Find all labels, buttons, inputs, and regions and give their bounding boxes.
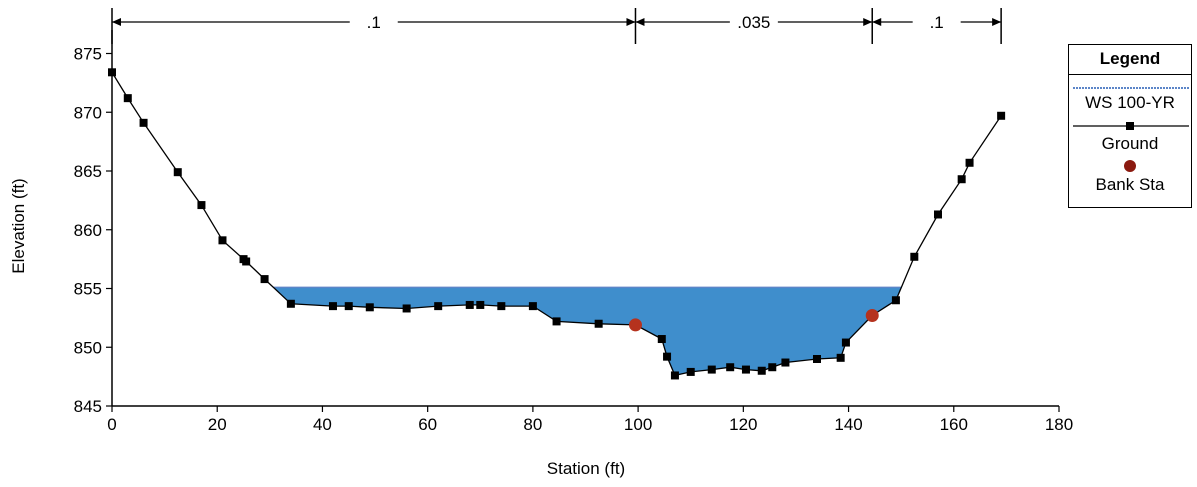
water-fill [273, 287, 902, 376]
x-tick-label: 80 [523, 415, 542, 434]
x-tick-label: 0 [107, 415, 116, 434]
legend: Legend WS 100-YR Ground Bank Sta [1068, 44, 1192, 208]
x-axis-ticks: 0 20 40 60 80 100 120 140 160 180 [107, 406, 1073, 434]
ground-point [670, 371, 679, 380]
mannings-arrowhead [635, 18, 645, 26]
x-tick-label: 120 [729, 415, 757, 434]
ground-point [933, 210, 942, 219]
x-tick-label: 100 [624, 415, 652, 434]
y-axis-ticks: 845 850 855 860 865 870 875 [74, 45, 112, 416]
bank-station-point [865, 309, 879, 323]
ground-point [997, 111, 1006, 120]
x-tick-label: 180 [1045, 415, 1073, 434]
ground-point [497, 302, 506, 311]
mannings-n-label: .035 [737, 13, 770, 32]
y-tick-label: 860 [74, 221, 102, 240]
ground-point [139, 118, 148, 127]
water-surface-area [273, 286, 902, 376]
legend-bank-swatch [1124, 160, 1136, 172]
axes [111, 30, 1059, 407]
legend-ground-label: Ground [1101, 134, 1159, 153]
legend-ws-label: WS 100-YR [1085, 93, 1175, 112]
legend-title: Legend [1069, 45, 1191, 75]
ground-point [781, 358, 790, 367]
y-tick-label: 875 [74, 45, 102, 64]
ground-point [528, 302, 537, 311]
mannings-n-label: .1 [367, 13, 381, 32]
ground-point [197, 201, 206, 210]
legend-ws-swatch [1073, 87, 1189, 89]
ground-line [111, 71, 1002, 377]
ground-point [891, 296, 900, 305]
mannings-arrowhead [863, 18, 873, 26]
y-tick-label: 870 [74, 103, 102, 122]
mannings-arrowhead [872, 18, 882, 26]
ground-point [965, 158, 974, 167]
y-tick-label: 865 [74, 162, 102, 181]
ground-point [173, 168, 182, 177]
ground-point [552, 317, 561, 326]
ground-point [726, 363, 735, 372]
x-tick-label: 140 [834, 415, 862, 434]
ground-series [108, 68, 1006, 380]
ground-point [707, 365, 716, 374]
ground-point [812, 355, 821, 363]
x-tick-label: 160 [940, 415, 968, 434]
y-tick-label: 845 [74, 397, 102, 416]
x-tick-label: 40 [313, 415, 332, 434]
ground-point [218, 236, 227, 245]
mannings-arrowhead [626, 18, 636, 26]
y-tick-label: 855 [74, 280, 102, 299]
ground-point [757, 366, 766, 375]
y-tick-label: 850 [74, 338, 102, 357]
ground-point [686, 367, 695, 376]
ground-point [286, 299, 295, 308]
ground-point [365, 303, 374, 312]
ground-point [663, 352, 672, 361]
ground-point [402, 304, 411, 313]
ground-point [594, 319, 603, 328]
ground-point [841, 338, 850, 347]
ground-point [741, 365, 750, 374]
bank-station-series [628, 309, 879, 332]
mannings-arrowhead [992, 18, 1002, 26]
ground-point [836, 353, 845, 362]
ground-point [328, 302, 337, 311]
ground-point [344, 302, 353, 311]
mannings-n-label: .1 [930, 13, 944, 32]
ground-point [465, 300, 474, 309]
mannings-n-annotation: .1 .035 .1 [111, 8, 1002, 44]
ground-point [123, 94, 132, 103]
bank-station-point [628, 318, 642, 332]
x-tick-label: 20 [208, 415, 227, 434]
ground-point [657, 335, 666, 344]
ground-point [768, 363, 777, 372]
legend-ground-swatch [1073, 122, 1189, 130]
ground-point [957, 175, 966, 184]
ground-point [260, 275, 269, 284]
x-tick-label: 60 [418, 415, 437, 434]
ground-point [476, 300, 485, 309]
x-axis-title: Station (ft) [547, 459, 625, 478]
legend-bank-label: Bank Sta [1095, 175, 1165, 194]
ground-point [242, 257, 251, 266]
ground-point [910, 252, 919, 261]
ground-point [434, 302, 443, 311]
ground-point [108, 68, 116, 77]
mannings-arrowhead [112, 18, 121, 26]
y-axis-title: Elevation (ft) [9, 178, 28, 273]
